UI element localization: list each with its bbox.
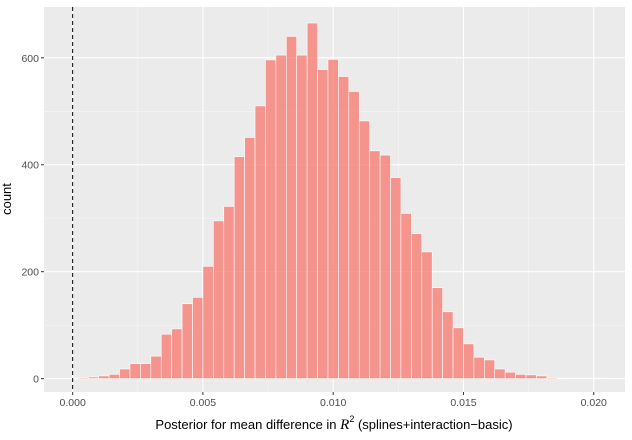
x-tick-label: 0.005 bbox=[190, 397, 216, 409]
histogram-bar bbox=[171, 328, 183, 379]
y-tick-label: 0 bbox=[33, 374, 39, 386]
histogram-bar bbox=[254, 105, 266, 379]
histogram-bar bbox=[244, 137, 256, 379]
x-axis-title: Posterior for mean difference in R2 (spl… bbox=[155, 414, 512, 433]
histogram-bar bbox=[181, 303, 193, 379]
y-axis-title: count bbox=[0, 183, 14, 215]
histogram-bar bbox=[567, 377, 579, 379]
histogram-bar bbox=[536, 375, 548, 379]
histogram-bar bbox=[515, 374, 527, 379]
histogram-bar bbox=[358, 120, 370, 379]
histogram-bar bbox=[223, 206, 235, 379]
histogram-bar bbox=[588, 377, 600, 379]
histogram-bar bbox=[202, 266, 214, 379]
histogram-bar bbox=[421, 251, 433, 379]
histogram-bar bbox=[286, 36, 298, 379]
histogram-bar bbox=[119, 368, 131, 379]
x-axis-title-prefix: Posterior for mean difference in bbox=[155, 417, 340, 432]
histogram-bar bbox=[390, 177, 402, 379]
histogram-bar bbox=[129, 363, 141, 379]
histogram-bars bbox=[77, 22, 610, 379]
y-axis-ticks: 0 200 400 600 bbox=[21, 53, 44, 386]
histogram-bar bbox=[431, 287, 443, 379]
histogram-bar bbox=[98, 375, 110, 379]
histogram-bar bbox=[338, 76, 350, 379]
histogram-bar bbox=[317, 69, 329, 379]
histogram-bar bbox=[504, 371, 516, 379]
histogram-bar bbox=[400, 213, 412, 379]
histogram-bar bbox=[87, 376, 100, 379]
histogram-bar bbox=[525, 374, 537, 379]
x-tick-label: 0.020 bbox=[581, 397, 607, 409]
histogram-bar bbox=[140, 363, 152, 379]
y-tick-label: 400 bbox=[21, 160, 39, 172]
histogram-bar bbox=[265, 59, 277, 379]
histogram-bar bbox=[213, 220, 225, 379]
y-tick-label: 600 bbox=[21, 53, 39, 65]
histogram-bar bbox=[77, 377, 89, 379]
x-tick-label: 0.010 bbox=[320, 397, 346, 409]
histogram-bar bbox=[369, 150, 381, 379]
histogram-bar bbox=[150, 355, 162, 379]
histogram-bar bbox=[160, 333, 172, 379]
histogram-bar bbox=[577, 377, 589, 379]
histogram-bar bbox=[463, 343, 475, 379]
histogram-bar bbox=[494, 368, 506, 379]
histogram-bar bbox=[546, 377, 558, 379]
y-tick-label: 200 bbox=[21, 267, 39, 279]
histogram-bar bbox=[556, 377, 568, 379]
x-axis-ticks: 0.000 0.005 0.010 0.015 0.020 bbox=[60, 392, 607, 409]
histogram-bar bbox=[275, 54, 287, 379]
histogram-bar bbox=[411, 233, 423, 379]
histogram-bar bbox=[452, 327, 464, 379]
histogram-bar bbox=[379, 154, 391, 379]
x-tick-label: 0.015 bbox=[450, 397, 476, 409]
histogram-bar bbox=[306, 22, 318, 379]
x-axis-title-math: R bbox=[339, 417, 349, 433]
histogram-bar bbox=[296, 54, 308, 379]
histogram-bar bbox=[192, 297, 204, 379]
histogram-bar bbox=[233, 156, 245, 379]
x-axis-title-superscript: 2 bbox=[349, 414, 354, 424]
histogram-bar bbox=[108, 374, 120, 379]
x-axis-title-suffix: (splines+interaction−basic) bbox=[354, 417, 512, 432]
histogram-bar bbox=[442, 311, 454, 379]
histogram-bar bbox=[484, 359, 496, 379]
x-tick-label: 0.000 bbox=[60, 397, 86, 409]
histogram-bar bbox=[598, 377, 610, 379]
histogram-bar bbox=[327, 59, 339, 379]
histogram-bar bbox=[348, 91, 360, 379]
histogram-bar bbox=[473, 356, 485, 379]
